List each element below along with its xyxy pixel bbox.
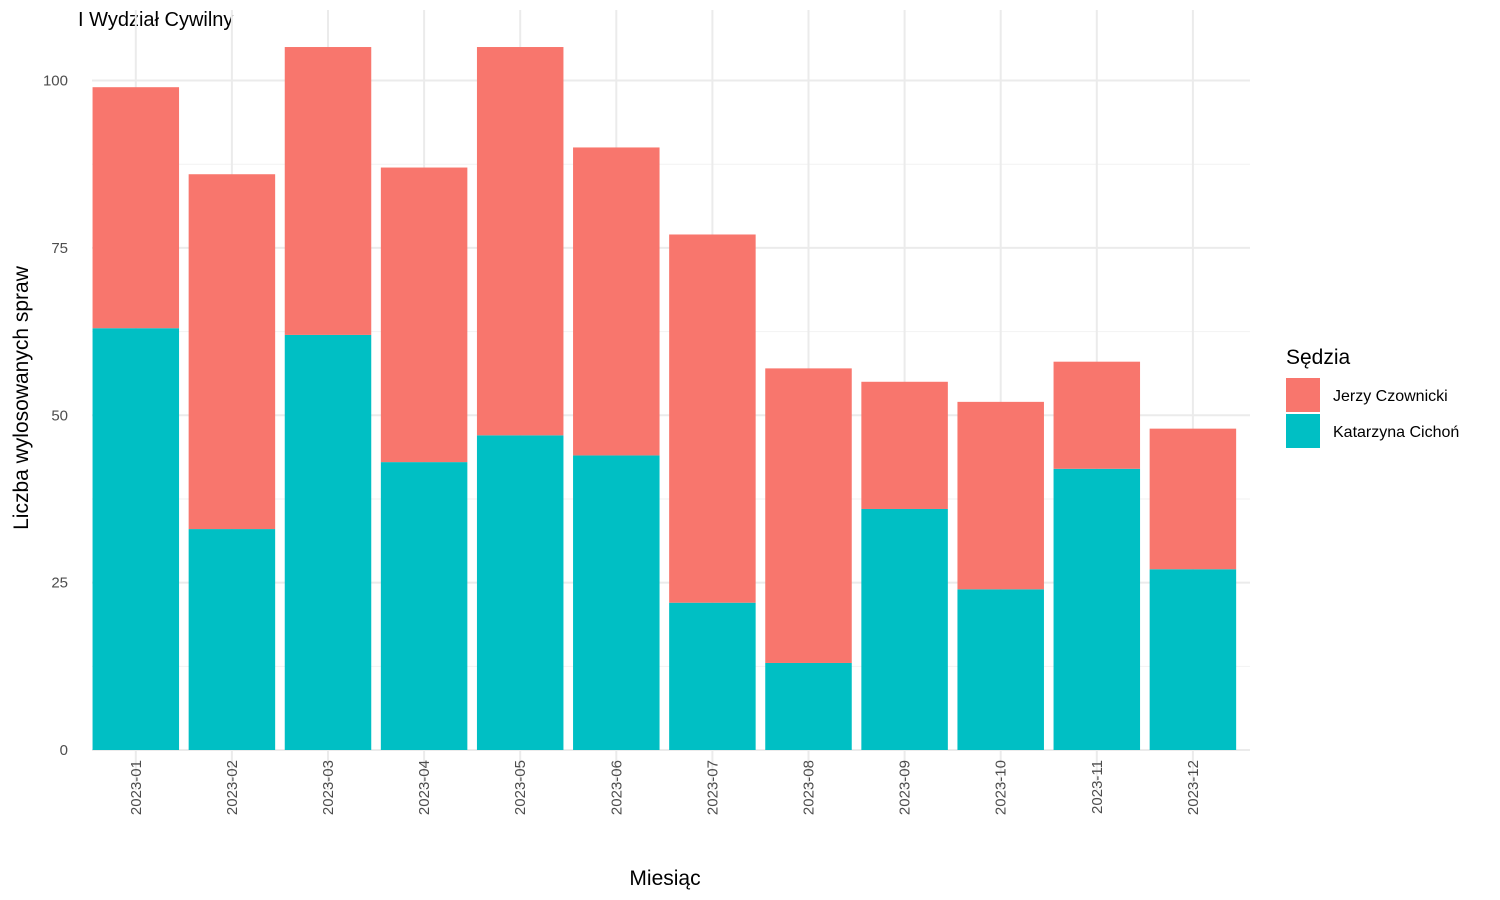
bar-segment bbox=[573, 147, 660, 456]
bar-segment bbox=[1149, 569, 1237, 750]
y-tick-label: 0 bbox=[60, 742, 68, 759]
legend-label: Katarzyna Cichoń bbox=[1333, 424, 1459, 441]
bar-segment bbox=[957, 589, 1044, 750]
x-tick-label: 2023-04 bbox=[416, 760, 433, 815]
bars bbox=[92, 47, 1237, 750]
bar-segment bbox=[1149, 428, 1237, 570]
bar-segment bbox=[669, 234, 756, 603]
x-tick-label: 2023-10 bbox=[993, 760, 1010, 815]
x-tick-label: 2023-09 bbox=[897, 760, 914, 815]
x-tick-label: 2023-08 bbox=[801, 760, 818, 815]
bar-segment bbox=[669, 602, 756, 750]
bar-segment bbox=[765, 662, 852, 750]
x-tick-label: 2023-03 bbox=[320, 760, 337, 815]
legend-label: Jerzy Czownicki bbox=[1333, 388, 1448, 405]
y-axis-title: Liczba wylosowanych spraw bbox=[10, 265, 33, 530]
x-axis-title: Miesiąc bbox=[629, 867, 700, 890]
x-tick-label: 2023-01 bbox=[128, 760, 145, 815]
x-tick-label: 2023-02 bbox=[224, 760, 241, 815]
bar-segment bbox=[1053, 361, 1141, 469]
x-tick-label: 2023-05 bbox=[512, 760, 529, 815]
y-tick-label: 100 bbox=[43, 73, 68, 90]
x-tick-label: 2023-12 bbox=[1185, 760, 1202, 815]
bar-segment bbox=[188, 174, 276, 530]
bar-segment bbox=[188, 529, 276, 750]
y-tick-label: 75 bbox=[51, 240, 68, 257]
y-tick-label: 50 bbox=[51, 407, 68, 424]
bar-segment bbox=[92, 328, 180, 750]
x-axis-ticks: 2023-01 2023-02 2023-03 2023-04 2023-05 2023-… bbox=[128, 760, 1202, 815]
bar-segment bbox=[957, 401, 1044, 590]
bar-segment bbox=[284, 334, 372, 750]
bar-segment bbox=[573, 455, 660, 750]
x-tick-label: 2023-11 bbox=[1089, 760, 1106, 814]
chart-title: I Wydział Cywilny bbox=[78, 9, 233, 31]
legend: Sędzia Jerzy Czownicki Katarzyna Cichoń bbox=[1286, 346, 1459, 448]
legend-key bbox=[1286, 378, 1320, 412]
bar-segment bbox=[92, 87, 180, 329]
y-axis-ticks: 0 25 50 75 100 bbox=[43, 73, 68, 760]
bar-segment bbox=[380, 167, 468, 463]
legend-title: Sędzia bbox=[1286, 346, 1351, 369]
x-tick-label: 2023-07 bbox=[704, 760, 721, 815]
bar-segment bbox=[861, 381, 948, 509]
x-tick-label: 2023-06 bbox=[608, 760, 625, 815]
y-tick-label: 25 bbox=[51, 575, 68, 592]
bar-segment bbox=[476, 47, 564, 436]
bar-segment bbox=[765, 368, 852, 663]
bar-segment bbox=[861, 508, 948, 750]
bar-segment bbox=[1053, 468, 1141, 750]
bar-segment bbox=[284, 47, 372, 335]
bar-segment bbox=[380, 462, 468, 750]
legend-key bbox=[1286, 414, 1320, 448]
bar-segment bbox=[476, 435, 564, 750]
